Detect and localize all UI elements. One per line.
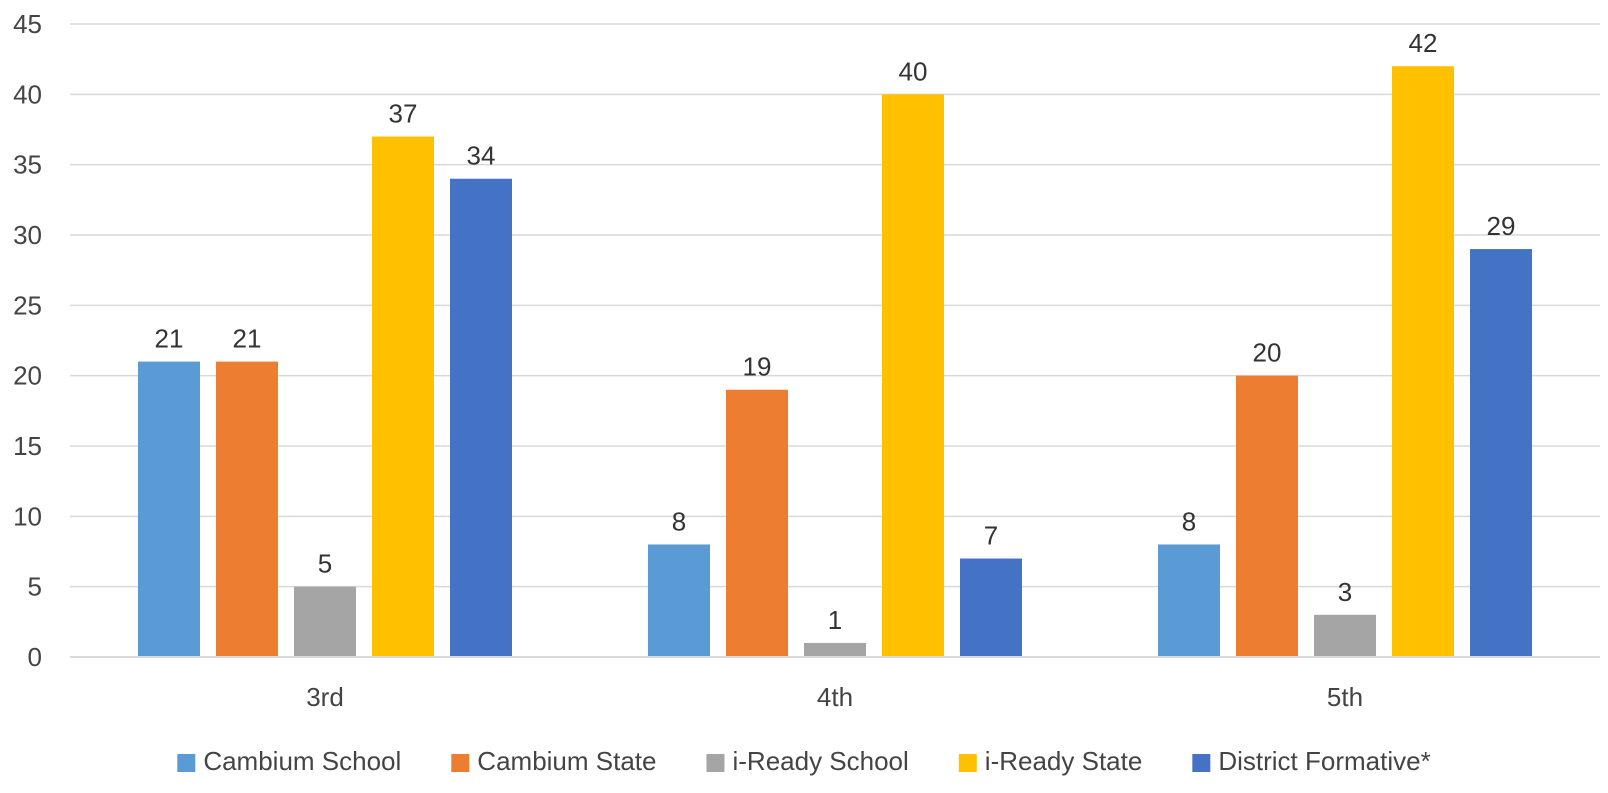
data-label: 34 [467,141,496,171]
data-label: 1 [828,605,842,635]
grid-lines [70,23,1600,588]
legend-swatch [1192,754,1211,772]
data-label: 19 [743,352,772,382]
bar-5th-i-ready-school [1314,614,1376,657]
bar-5th-cambium-state [1236,375,1298,657]
bar-5th-district-formative- [1470,249,1532,658]
y-tick-label: 35 [13,150,42,180]
data-label: 5 [318,549,332,579]
bar-5th-i-ready-state [1392,66,1454,657]
legend-label: i-Ready School [732,746,908,776]
bar-4th-cambium-state [726,389,788,657]
bar-4th-i-ready-school [804,642,866,657]
legend-item: District Formative* [1192,746,1431,776]
bar-3rd-cambium-state [216,361,278,657]
data-label: 42 [1409,28,1438,58]
data-label: 8 [1182,506,1196,536]
legend-swatch [177,754,196,772]
bar-3rd-cambium-school [138,361,200,657]
y-tick-label: 5 [28,572,42,602]
legend-label: i-Ready State [985,746,1143,776]
legend-item: i-Ready State [958,746,1143,776]
legend: Cambium School Cambium State i-Ready Schoo… [177,746,1431,776]
y-tick-label: 40 [13,79,42,109]
bar-4th-i-ready-state [882,94,944,658]
data-label: 20 [1253,338,1282,368]
legend-swatch [451,754,470,772]
data-labels: 21 21 5 37 34 8 19 1 40 7 8 20 3 42 29 [155,28,1516,635]
data-label: 40 [899,56,928,86]
bar-4th-cambium-school [648,544,710,657]
legend-item: i-Ready School [706,746,909,776]
data-label: 8 [672,506,686,536]
legend-label: Cambium School [203,746,401,776]
legend-label: Cambium State [477,746,656,776]
x-tick-label: 5th [1327,682,1363,712]
data-label: 21 [155,324,184,354]
legend-label: District Formative* [1218,746,1430,776]
legend-item: Cambium State [451,746,656,776]
data-label: 21 [233,324,262,354]
legend-swatch [706,754,725,772]
legend-swatch [958,754,977,772]
y-tick-label: 15 [13,431,42,461]
data-label: 29 [1487,211,1516,241]
bar-3rd-i-ready-state [372,136,434,658]
data-label: 7 [984,521,998,551]
y-tick-label: 25 [13,290,42,320]
legend-item: Cambium School [177,746,401,776]
y-tick-label: 20 [13,361,42,391]
bar-3rd-district-formative- [450,178,512,657]
y-tick-label: 10 [13,501,42,531]
x-tick-label: 4th [817,682,853,712]
bar-4th-district-formative- [960,558,1022,657]
bar-3rd-i-ready-school [294,586,356,657]
x-tick-label: 3rd [306,682,344,712]
y-tick-label: 45 [13,9,42,39]
data-label: 37 [389,99,418,129]
data-label: 3 [1338,577,1352,607]
bars [138,66,1532,658]
y-tick-label: 30 [13,220,42,250]
bar-5th-cambium-school [1158,544,1220,657]
y-tick-label: 0 [28,642,42,672]
